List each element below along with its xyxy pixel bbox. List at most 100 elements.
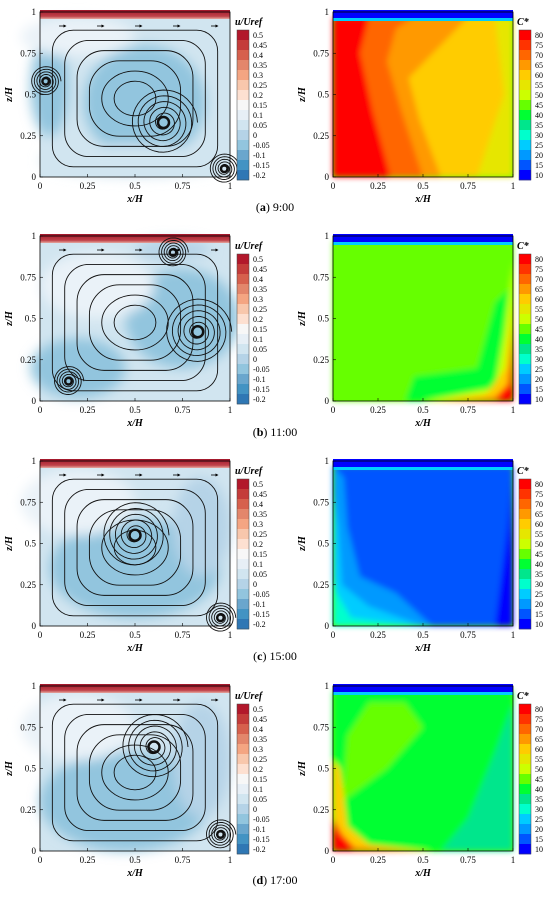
caption-letter: a	[260, 200, 266, 214]
velocity-colorbar-swatch	[237, 619, 249, 630]
concentration-colorbar-tick-label: 20	[535, 825, 543, 834]
concentration-colorbar-swatch	[519, 374, 531, 385]
velocity-colorbar-title: u/Uref	[235, 241, 264, 252]
concentration-top-edge	[333, 692, 513, 695]
streamline	[76, 50, 194, 147]
velocity-xtick-label: 1	[228, 405, 233, 415]
vortex-core	[147, 740, 161, 754]
velocity-ytick-label: 1	[32, 7, 37, 17]
streamlines	[51, 237, 233, 395]
concentration-colorbar-swatch	[519, 334, 531, 345]
velocity-colorbar-tick-label: -0.15	[253, 835, 270, 844]
concentration-colorbar-swatch	[519, 479, 531, 490]
velocity-colorbar-tick-label: 0.45	[253, 715, 267, 724]
velocity-xtick-label: 0.25	[80, 405, 96, 415]
velocity-xlabel: x/H	[126, 194, 144, 205]
concentration-colorbar-tick-label: 35	[535, 121, 543, 130]
concentration-ytick-label: 0.75	[313, 272, 329, 282]
concentration-colorbar-tick-label: 30	[535, 355, 543, 364]
velocity-colorbar-tick-label: 0.35	[253, 285, 267, 294]
concentration-colorbar-swatch	[519, 619, 531, 630]
velocity-xtick-label: 1	[228, 181, 233, 191]
concentration-colorbar-tick-label: 10	[535, 620, 543, 629]
velocity-top-shear-layer	[40, 234, 230, 243]
streamline	[76, 499, 194, 596]
velocity-colorbar-swatch	[237, 334, 249, 345]
concentration-colorbar-swatch	[519, 100, 531, 111]
velocity-colorbar-tick-label: 0.5	[253, 705, 263, 714]
concentration-colorbar-swatch	[519, 60, 531, 71]
velocity-colorbar-border	[236, 703, 250, 855]
concentration-colorbar-swatch	[519, 394, 531, 405]
concentration-colorbar-tick-label: 75	[535, 265, 543, 274]
velocity-colorbar-swatch	[237, 284, 249, 295]
velocity-colorbar-swatch	[237, 579, 249, 590]
velocity-contour-patch	[30, 338, 126, 398]
velocity-colorbar-tick-label: 0.25	[253, 81, 267, 90]
velocity-colorbar-swatch	[237, 304, 249, 315]
concentration-colorbar-swatch	[519, 589, 531, 600]
velocity-ylabel: z/H	[4, 310, 15, 327]
streamline	[51, 478, 219, 617]
velocity-top-shear-layer	[40, 10, 230, 19]
concentration-colorbar-tick-label: 70	[535, 275, 543, 284]
velocity-colorbar-tick-label: 0.35	[253, 735, 267, 744]
concentration-ytick-label: 0.25	[313, 805, 329, 815]
velocity-colorbar-tick-label: 0.15	[253, 775, 267, 784]
concentration-ytick-label: 0.25	[313, 580, 329, 590]
velocity-colorbar-tick-label: 0.5	[253, 480, 263, 489]
concentration-colorbar-swatch	[519, 569, 531, 580]
concentration-colorbar-swatch	[519, 120, 531, 131]
concentration-colorbar-tick-label: 55	[535, 530, 543, 539]
velocity-ytick-label: 0.25	[20, 805, 36, 815]
velocity-colorbar-swatch	[237, 100, 249, 111]
concentration-colorbar-swatch	[519, 294, 531, 305]
streamline	[113, 80, 157, 117]
velocity-colorbar-swatch	[237, 60, 249, 71]
velocity-colorbar-swatch	[237, 264, 249, 275]
velocity-ytick-label: 0.5	[25, 314, 37, 324]
concentration-colorbar-tick-label: 40	[535, 335, 543, 344]
velocity-colorbar-tick-label: 0.2	[253, 540, 263, 549]
panel-caption: (c) 15:00	[253, 649, 297, 663]
concentration-colorbar-tick-label: 10	[535, 171, 543, 180]
velocity-colorbar-swatch	[237, 549, 249, 560]
concentration-xtick-label: 0.5	[417, 405, 429, 415]
concentration-plot: 0 0.25 0.5 0.75 100.250.50.751x/Hz/H80757065…	[297, 681, 543, 879]
caption-time: ) 17:00	[263, 873, 297, 887]
velocity-colorbar-tick-label: 0.3	[253, 745, 263, 754]
velocity-colorbar-tick-label: -0.15	[253, 610, 270, 619]
vortex-core	[156, 115, 171, 130]
concentration-colorbar-border	[518, 29, 532, 181]
velocity-colorbar-swatch	[237, 170, 249, 181]
velocity-colorbar-swatch	[237, 539, 249, 550]
concentration-colorbar-tick-label: 80	[535, 705, 543, 714]
velocity-xtick-label: 0.25	[80, 630, 96, 640]
velocity-colorbar-swatch	[237, 609, 249, 620]
concentration-contour-region	[333, 576, 414, 626]
concentration-ytick-label: 0.5	[318, 314, 330, 324]
concentration-xlabel: x/H	[414, 868, 432, 879]
velocity-ytick-label: 0.5	[25, 764, 37, 774]
panel-caption: (a) 9:00	[256, 200, 294, 214]
concentration-colorbar-swatch	[519, 804, 531, 815]
velocity-xlabel: x/H	[126, 868, 144, 879]
velocity-plot: 0 0.25 0.5 0.75 100.250.50.751x/Hz/H0.50.450…	[4, 7, 270, 205]
concentration-colorbar-tick-label: 15	[535, 610, 543, 619]
velocity-colorbar-swatch	[237, 120, 249, 131]
concentration-ytick-label: 1	[325, 681, 330, 691]
velocity-ylabel: z/H	[4, 86, 15, 103]
concentration-ylabel: z/H	[297, 760, 308, 777]
panel-1: 0 0.25 0.5 0.75 100.250.50.751x/Hz/H0.50.450…	[4, 7, 543, 214]
velocity-ytick-label: 0.75	[20, 48, 36, 58]
concentration-xtick-label: 0	[331, 405, 336, 415]
velocity-top-shear-layer	[40, 459, 230, 468]
velocity-colorbar-tick-label: 0.35	[253, 510, 267, 519]
concentration-xtick-label: 0.25	[370, 181, 386, 191]
velocity-colorbar-tick-label: -0.2	[253, 620, 266, 629]
streamline	[88, 509, 182, 586]
concentration-colorbar-tick-label: 20	[535, 151, 543, 160]
concentration-colorbar-swatch	[519, 744, 531, 755]
concentration-colorbar-tick-label: 65	[535, 735, 543, 744]
concentration-colorbar-swatch	[519, 724, 531, 735]
